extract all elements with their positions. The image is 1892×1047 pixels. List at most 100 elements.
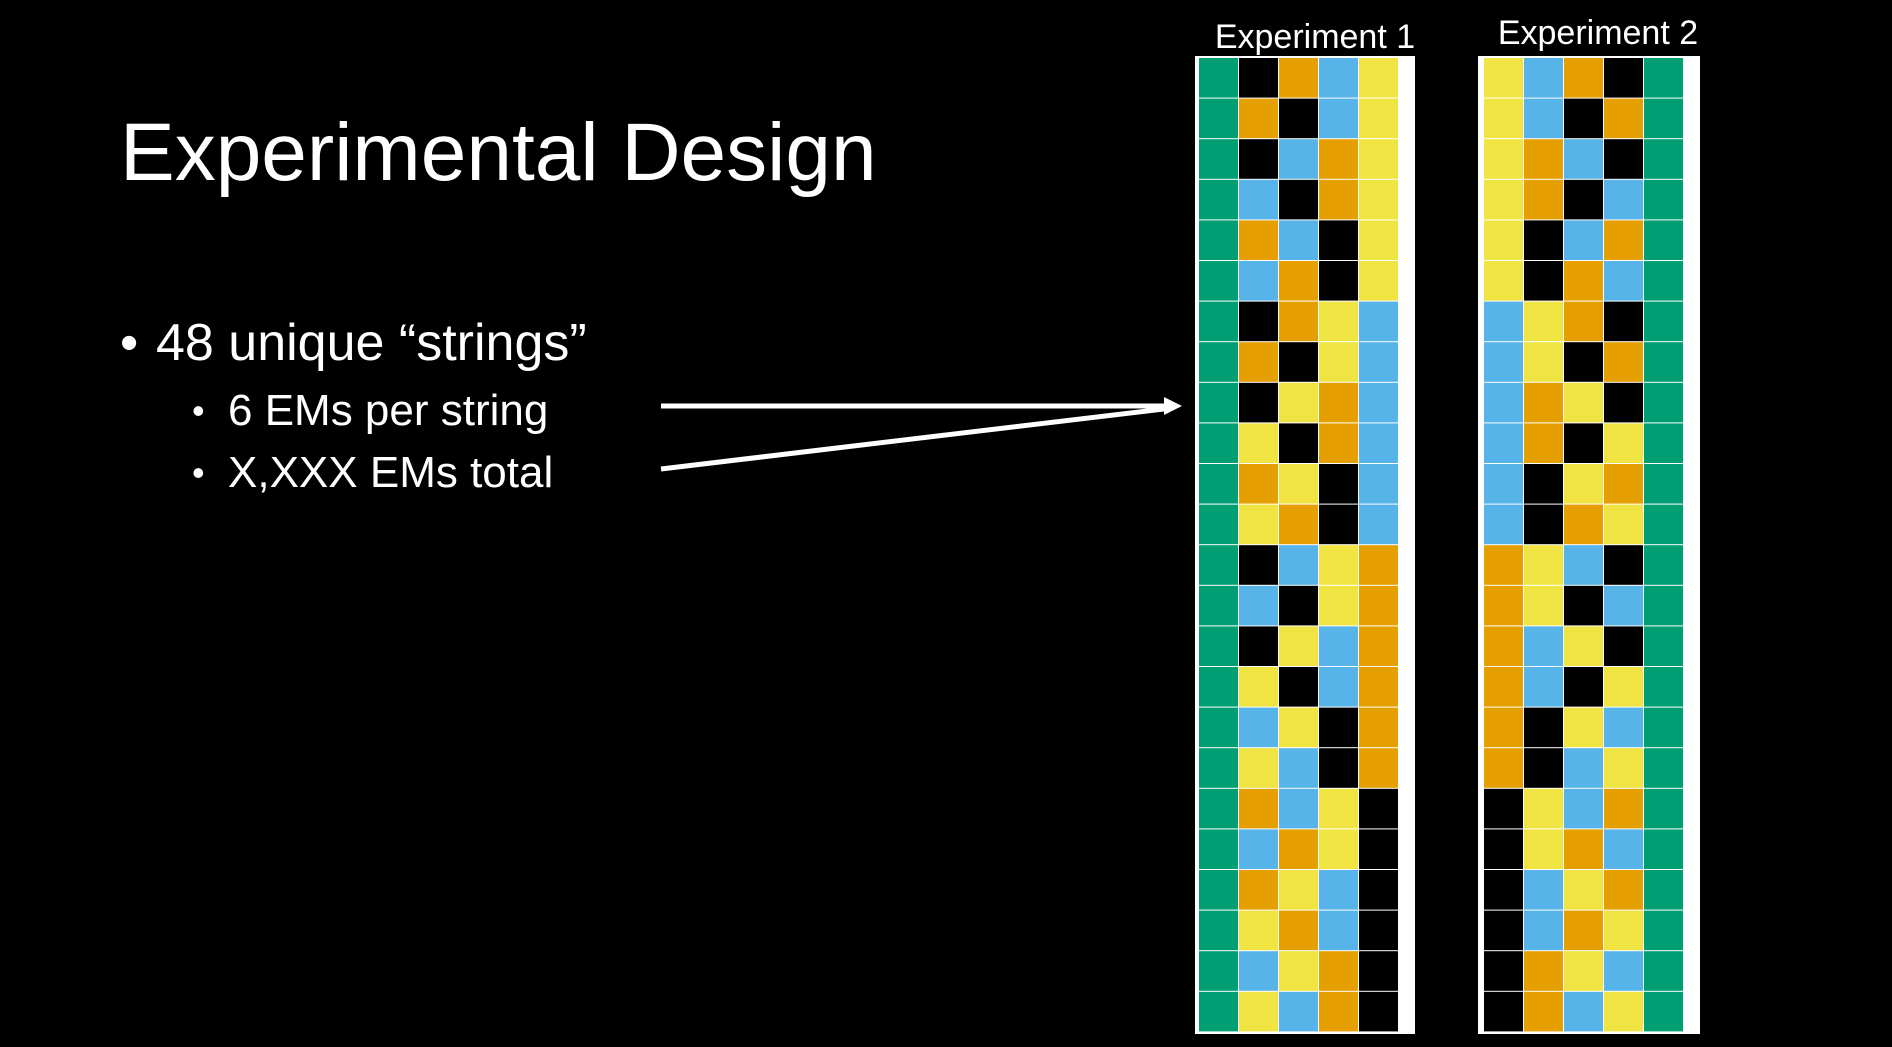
grid-cell <box>1484 382 1523 423</box>
grid-cell <box>1564 139 1603 179</box>
grid-cell <box>1199 98 1238 139</box>
grid-cell <box>1484 139 1523 179</box>
grid-cell <box>1239 139 1278 179</box>
grid-cell <box>1239 667 1278 707</box>
grid-cell <box>1359 951 1398 991</box>
sub-bullet-ems-total: X,XXX EMs total <box>192 442 587 504</box>
grid-cell <box>1359 382 1398 423</box>
sub-bullet-text: X,XXX EMs total <box>228 448 554 497</box>
experiment-1-label: Experiment 1 <box>1214 18 1416 56</box>
experiment-2-grid <box>1478 56 1700 1034</box>
grid-cell <box>1524 626 1563 666</box>
grid-cell <box>1359 504 1398 545</box>
grid-cell <box>1359 788 1398 829</box>
grid-cell <box>1359 910 1398 951</box>
grid-cell <box>1484 179 1523 220</box>
grid-cell <box>1524 423 1563 463</box>
grid-cell <box>1279 991 1318 1032</box>
grid-cell <box>1604 585 1643 626</box>
grid-cell <box>1239 707 1278 748</box>
grid-cell <box>1239 301 1278 342</box>
grid-cell <box>1239 748 1278 788</box>
grid-cell <box>1239 342 1278 382</box>
grid-cell <box>1199 423 1238 463</box>
grid-cell <box>1604 98 1643 139</box>
grid-cell <box>1199 910 1238 951</box>
grid-cell <box>1239 829 1278 869</box>
grid-cell <box>1239 504 1278 545</box>
grid-cell <box>1279 667 1318 707</box>
grid-cell <box>1644 870 1683 910</box>
grid-cell <box>1564 382 1603 423</box>
grid-cell <box>1524 464 1563 504</box>
grid-cell <box>1644 748 1683 788</box>
grid-cell <box>1359 585 1398 626</box>
grid-cell <box>1359 707 1398 748</box>
grid-cell <box>1319 179 1358 220</box>
grid-cell <box>1359 991 1398 1032</box>
grid-cell <box>1279 220 1318 260</box>
grid-cell <box>1279 58 1318 98</box>
grid-cell <box>1564 58 1603 98</box>
grid-cell <box>1239 179 1278 220</box>
grid-cell <box>1524 788 1563 829</box>
slide-title: Experimental Design <box>120 107 877 198</box>
grid-cell <box>1524 220 1563 260</box>
grid-cell <box>1279 626 1318 666</box>
grid-cell <box>1279 139 1318 179</box>
grid-cell <box>1564 829 1603 869</box>
grid-cell <box>1359 342 1398 382</box>
sub-bullet-text: 6 EMs per string <box>228 386 549 435</box>
grid-cell <box>1604 545 1643 585</box>
grid-cell <box>1319 545 1358 585</box>
grid-cell <box>1484 626 1523 666</box>
grid-cell <box>1644 667 1683 707</box>
grid-cell <box>1239 788 1278 829</box>
grid-cell <box>1604 951 1643 991</box>
grid-cell <box>1604 342 1643 382</box>
grid-cell <box>1239 464 1278 504</box>
grid-cell <box>1564 342 1603 382</box>
grid-cell <box>1564 788 1603 829</box>
grid-cell <box>1279 261 1318 301</box>
grid-cell <box>1604 748 1643 788</box>
grid-cell <box>1199 788 1238 829</box>
grid-cell <box>1524 585 1563 626</box>
grid-cell <box>1319 58 1358 98</box>
grid-cell <box>1319 707 1358 748</box>
grid-cell <box>1564 870 1603 910</box>
grid-cell <box>1359 870 1398 910</box>
sub-bullet-container: 6 EMs per string X,XXX EMs total <box>120 380 587 504</box>
grid-cell <box>1484 261 1523 301</box>
grid-cell <box>1279 870 1318 910</box>
grid-cell <box>1319 342 1358 382</box>
grid-cell <box>1604 870 1643 910</box>
grid-cell <box>1484 910 1523 951</box>
arrow-line-lower <box>660 405 1173 472</box>
grid-cell <box>1524 301 1563 342</box>
grid-cell <box>1644 301 1683 342</box>
grid-cell <box>1199 261 1238 301</box>
grid-cell <box>1564 220 1603 260</box>
grid-cell <box>1564 585 1603 626</box>
grid-cell <box>1564 261 1603 301</box>
grid-cell <box>1644 423 1683 463</box>
grid-cell <box>1484 545 1523 585</box>
grid-cell <box>1319 870 1358 910</box>
grid-cell <box>1239 870 1278 910</box>
grid-cell <box>1604 464 1643 504</box>
arrow-head <box>1164 397 1182 415</box>
grid-cell <box>1359 98 1398 139</box>
grid-cell <box>1484 220 1523 260</box>
grid-cell <box>1279 342 1318 382</box>
grid-cell <box>1319 504 1358 545</box>
grid-cell <box>1524 98 1563 139</box>
grid-cell <box>1644 951 1683 991</box>
grid-cell <box>1279 951 1318 991</box>
grid-cell <box>1279 423 1318 463</box>
grid-cell <box>1644 991 1683 1032</box>
grid-cell <box>1604 788 1643 829</box>
grid-cell <box>1319 667 1358 707</box>
grid-cell <box>1564 423 1603 463</box>
